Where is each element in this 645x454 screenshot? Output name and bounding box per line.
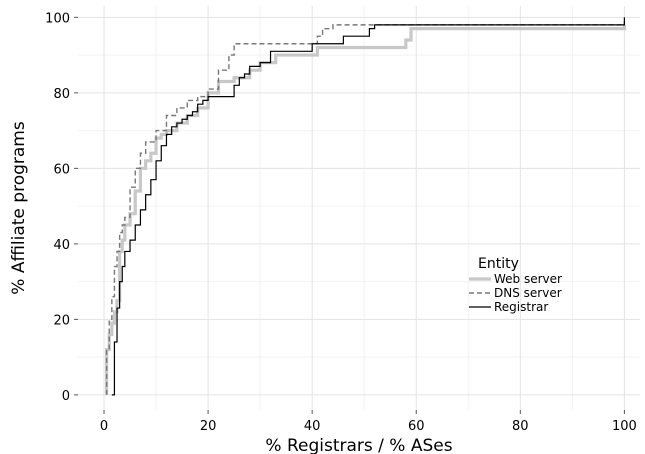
series-line-registrar: [111, 17, 625, 396]
x-axis-title: % Registrars / % ASes: [265, 436, 452, 454]
x-tick-label: 100: [612, 419, 637, 434]
legend-label: Web server: [494, 272, 562, 286]
y-tick-label: 40: [53, 238, 70, 253]
series-line-web-server: [105, 24, 626, 395]
x-tick-label: 20: [200, 419, 217, 434]
y-tick-label: 60: [53, 162, 70, 177]
y-tick-label: 20: [53, 313, 70, 328]
y-axis-tick-labels: 0 20 40 60 80 100: [45, 11, 78, 404]
x-tick-label: 60: [408, 419, 425, 434]
y-tick-label: 0: [62, 389, 70, 404]
legend-label: DNS server: [494, 286, 562, 300]
x-tick-label: 40: [304, 419, 321, 434]
y-axis-title: % Affiliate programs: [9, 121, 29, 295]
x-axis-tick-labels: 0 20 40 60 80 100: [100, 410, 637, 434]
legend-title: Entity: [478, 256, 519, 272]
grid-lines: [78, 6, 640, 410]
x-tick-label: 0: [100, 419, 108, 434]
x-tick-label: 80: [512, 419, 529, 434]
series-lines: [105, 17, 626, 396]
legend-label: Registrar: [494, 300, 548, 314]
y-tick-label: 80: [53, 87, 70, 102]
y-tick-label: 100: [45, 11, 70, 26]
series-line-dns-server: [105, 21, 626, 395]
